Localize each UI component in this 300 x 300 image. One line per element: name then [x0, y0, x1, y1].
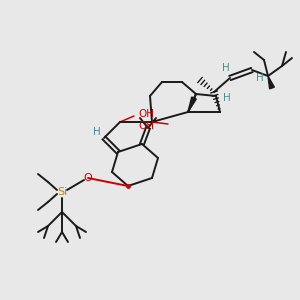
Text: OH: OH: [138, 109, 154, 119]
Polygon shape: [188, 97, 196, 112]
Text: H: H: [223, 93, 231, 103]
Text: H: H: [256, 73, 264, 83]
Text: Si: Si: [57, 187, 67, 197]
Text: H: H: [222, 63, 230, 73]
Text: H: H: [93, 127, 101, 137]
Text: OH: OH: [138, 121, 154, 131]
Polygon shape: [268, 76, 274, 89]
Text: O: O: [84, 173, 92, 183]
